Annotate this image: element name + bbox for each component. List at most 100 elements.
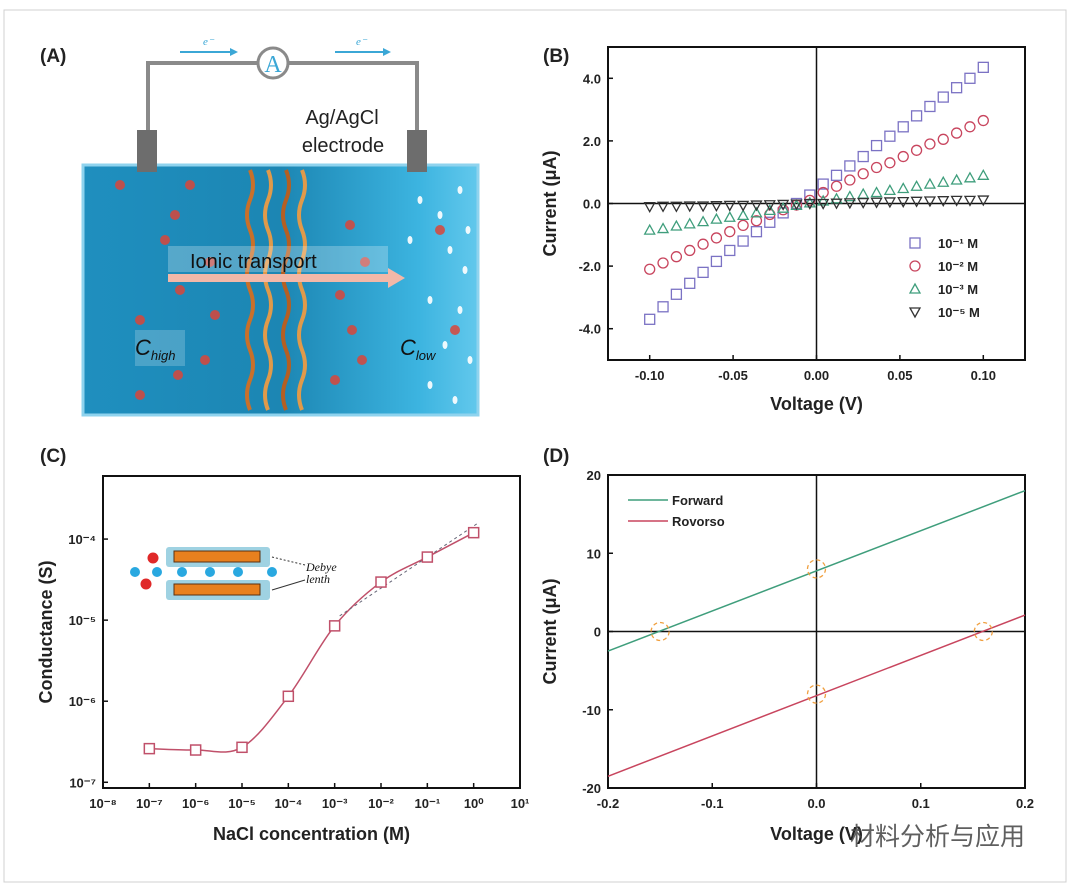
y-tick-label: -20 — [582, 781, 601, 796]
data-point — [977, 168, 990, 180]
inset-label-line2: lenth — [306, 572, 330, 586]
data-point — [870, 186, 883, 198]
water-bubble — [427, 381, 433, 389]
panel-label-c: (C) — [40, 446, 66, 467]
figure-border — [3, 9, 1067, 883]
data-point — [884, 157, 896, 169]
x-tick-label: 10⁻⁴ — [274, 796, 302, 811]
water-bubble — [452, 396, 458, 404]
ion-particle — [330, 375, 340, 385]
data-point — [750, 200, 763, 212]
water-bubble — [447, 246, 453, 254]
data-point — [189, 744, 202, 756]
data-point — [644, 263, 656, 275]
x-tick-label: 10⁻⁸ — [89, 796, 116, 811]
data-point — [910, 196, 923, 208]
x-tick-label: 0.00 — [804, 368, 829, 383]
water-bubble — [442, 341, 448, 349]
data-point — [763, 204, 776, 216]
x-tick-label: 10⁻¹ — [415, 796, 441, 811]
x-tick-label: 10⁻² — [368, 796, 394, 811]
wire-right — [288, 61, 419, 150]
data-point — [282, 690, 295, 703]
channel-layer-bottom — [173, 583, 261, 596]
water-bubble — [457, 186, 463, 194]
data-point — [937, 133, 949, 145]
data-point — [723, 200, 736, 212]
y-tick-label: 0.0 — [583, 197, 601, 212]
data-point — [697, 238, 709, 250]
data-point — [764, 216, 776, 228]
ion-particle — [200, 355, 210, 365]
data-point — [817, 186, 829, 199]
data-point — [750, 215, 763, 227]
y-axis-label: Current (μA) — [540, 150, 560, 256]
data-point — [670, 288, 683, 300]
ion-particle — [357, 355, 367, 365]
highlight-circle — [650, 621, 670, 642]
data-point — [670, 251, 683, 263]
data-point — [697, 266, 709, 279]
data-point — [803, 196, 816, 208]
data-point — [963, 171, 977, 183]
wire-left — [146, 61, 258, 150]
cation-icon — [233, 567, 243, 577]
schematic-panel-a: A e⁻ e⁻ Ag/AgCl electrode Ionic transpor… — [81, 36, 480, 417]
ammeter-label: A — [264, 52, 282, 78]
pointer-line — [271, 556, 306, 566]
data-point — [683, 201, 696, 213]
data-point — [817, 194, 830, 206]
data-point — [870, 161, 883, 174]
electrode-right — [407, 130, 427, 172]
data-point — [328, 620, 341, 632]
data-point — [710, 201, 723, 213]
data-point — [830, 180, 843, 192]
ion-particle — [160, 235, 170, 245]
data-point — [910, 110, 923, 122]
data-point — [844, 174, 856, 186]
y-tick-label: -2.0 — [579, 259, 601, 274]
anion-icon — [147, 552, 159, 564]
ion-particle — [335, 290, 345, 300]
data-point — [937, 91, 949, 103]
water-bubble — [465, 226, 471, 234]
data-point — [897, 121, 909, 133]
data-point — [467, 526, 480, 539]
membrane-stack — [245, 169, 307, 411]
data-point — [924, 100, 936, 113]
data-point — [857, 187, 870, 199]
legend-marker — [908, 282, 922, 294]
y-axis-label: Conductance (S) — [36, 560, 56, 703]
legend-marker — [909, 237, 921, 249]
data-point — [897, 150, 909, 163]
x-tick-label: 0.0 — [807, 796, 825, 811]
data-point — [656, 201, 670, 213]
x-tick-label: 10⁰ — [464, 796, 484, 811]
data-point — [737, 235, 749, 247]
legend-label: 10⁻² M — [938, 259, 978, 274]
x-axis-label: Voltage (V) — [770, 394, 863, 414]
y-tick-label: -4.0 — [579, 322, 601, 337]
x-tick-label: 10¹ — [511, 796, 530, 811]
cation-icon — [130, 567, 140, 577]
ion-particle — [450, 325, 460, 335]
ion-particle — [170, 210, 180, 220]
data-point — [844, 160, 856, 172]
data-point — [724, 226, 736, 238]
y-axis-label: Current (μA) — [540, 578, 560, 684]
pointer-line — [271, 579, 306, 591]
data-point — [724, 244, 736, 257]
ammeter-icon — [256, 46, 290, 80]
data-point — [950, 127, 963, 139]
data-point — [657, 301, 669, 313]
guide-dashed-line — [339, 522, 479, 617]
electron-label-right: e⁻ — [356, 36, 368, 48]
data-point — [790, 199, 803, 211]
chart-c: 10⁻⁸ 10⁻⁷ 10⁻⁶ 10⁻⁵ 10⁻⁴ 10⁻³ 10⁻² 10⁻¹ 10⁰ 10¹ 10… — [36, 475, 530, 844]
y-tick-label: 0 — [594, 625, 601, 640]
data-point — [656, 222, 670, 234]
data-point — [737, 209, 750, 221]
electron-arrowhead-left — [230, 48, 238, 56]
data-point — [710, 212, 723, 224]
series-line — [607, 614, 1026, 777]
